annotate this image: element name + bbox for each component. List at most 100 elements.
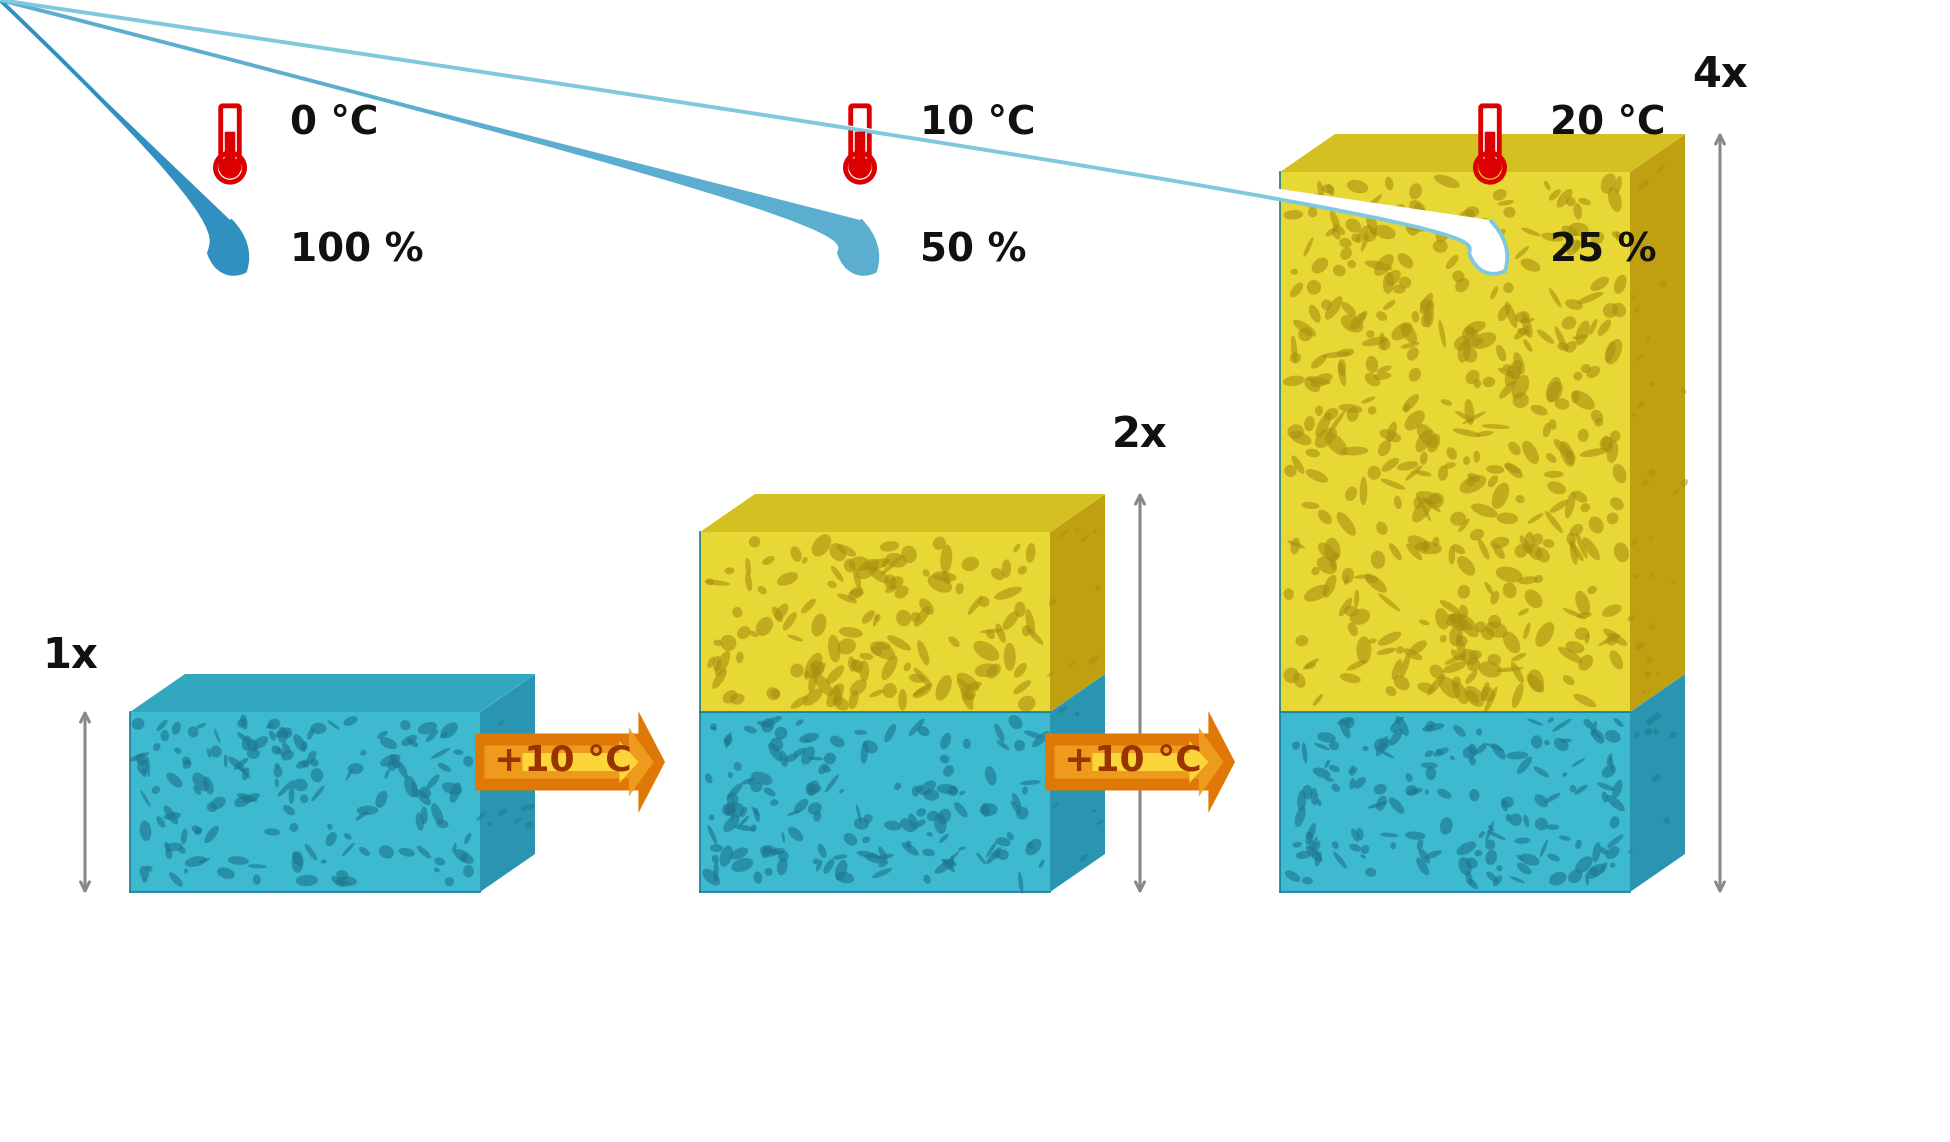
Ellipse shape <box>292 734 306 751</box>
Ellipse shape <box>856 558 879 579</box>
Ellipse shape <box>1439 677 1461 699</box>
Ellipse shape <box>181 828 187 844</box>
Ellipse shape <box>296 875 318 886</box>
Ellipse shape <box>1425 789 1429 795</box>
Ellipse shape <box>934 813 946 834</box>
Ellipse shape <box>1014 681 1032 694</box>
Ellipse shape <box>283 742 291 754</box>
Ellipse shape <box>1425 721 1435 731</box>
Ellipse shape <box>267 718 281 730</box>
Ellipse shape <box>1464 338 1484 347</box>
Ellipse shape <box>1433 748 1449 757</box>
Ellipse shape <box>901 818 916 833</box>
Ellipse shape <box>1462 456 1470 465</box>
Ellipse shape <box>1591 729 1605 743</box>
Ellipse shape <box>1599 635 1620 645</box>
Ellipse shape <box>1611 817 1620 828</box>
Ellipse shape <box>1519 853 1540 866</box>
Ellipse shape <box>343 716 357 726</box>
Ellipse shape <box>757 721 772 727</box>
Ellipse shape <box>1527 718 1542 725</box>
Ellipse shape <box>1316 412 1332 437</box>
Ellipse shape <box>848 691 858 709</box>
Ellipse shape <box>1468 789 1480 802</box>
Ellipse shape <box>1464 399 1474 425</box>
Ellipse shape <box>1566 532 1576 546</box>
Ellipse shape <box>1006 833 1014 841</box>
Ellipse shape <box>296 759 308 769</box>
Ellipse shape <box>1357 636 1371 664</box>
Ellipse shape <box>803 670 811 679</box>
Ellipse shape <box>443 782 462 795</box>
Ellipse shape <box>1420 452 1427 465</box>
Ellipse shape <box>404 775 417 797</box>
Ellipse shape <box>1490 228 1505 243</box>
Ellipse shape <box>1488 475 1498 488</box>
Ellipse shape <box>1390 322 1412 340</box>
Ellipse shape <box>1293 320 1316 337</box>
Ellipse shape <box>1607 440 1618 463</box>
Ellipse shape <box>1474 850 1482 856</box>
Ellipse shape <box>749 630 759 637</box>
Ellipse shape <box>1603 303 1618 317</box>
Ellipse shape <box>1305 662 1316 669</box>
Ellipse shape <box>794 748 805 757</box>
Ellipse shape <box>1388 797 1404 814</box>
FancyBboxPatch shape <box>220 106 240 170</box>
Ellipse shape <box>862 836 870 843</box>
Ellipse shape <box>1451 650 1462 661</box>
Ellipse shape <box>1482 682 1490 701</box>
Ellipse shape <box>1466 473 1480 482</box>
Ellipse shape <box>878 846 887 861</box>
Ellipse shape <box>975 664 998 677</box>
Ellipse shape <box>1566 198 1576 207</box>
Ellipse shape <box>1445 653 1466 665</box>
Ellipse shape <box>809 660 825 676</box>
Ellipse shape <box>1439 817 1453 835</box>
Ellipse shape <box>1517 609 1529 616</box>
Ellipse shape <box>788 827 803 842</box>
Ellipse shape <box>881 556 903 576</box>
Ellipse shape <box>1435 749 1443 755</box>
Ellipse shape <box>1494 875 1502 886</box>
Ellipse shape <box>1447 448 1457 460</box>
Ellipse shape <box>1457 613 1478 637</box>
Ellipse shape <box>768 742 782 762</box>
Ellipse shape <box>337 880 351 884</box>
Ellipse shape <box>254 875 261 885</box>
Ellipse shape <box>476 812 486 821</box>
Ellipse shape <box>275 778 279 788</box>
Ellipse shape <box>343 834 351 839</box>
Ellipse shape <box>981 803 991 817</box>
Ellipse shape <box>782 612 798 630</box>
Ellipse shape <box>805 738 809 742</box>
Ellipse shape <box>1542 423 1550 437</box>
Ellipse shape <box>860 660 870 682</box>
Ellipse shape <box>1367 466 1381 480</box>
Ellipse shape <box>300 795 308 803</box>
Ellipse shape <box>915 606 930 627</box>
Ellipse shape <box>1576 856 1593 874</box>
Ellipse shape <box>421 806 427 825</box>
Ellipse shape <box>885 586 897 593</box>
Ellipse shape <box>497 812 503 817</box>
Ellipse shape <box>1330 558 1338 570</box>
Ellipse shape <box>1548 288 1562 307</box>
Ellipse shape <box>1615 542 1628 562</box>
Ellipse shape <box>1053 802 1059 809</box>
Ellipse shape <box>1365 868 1377 877</box>
Ellipse shape <box>1476 621 1486 633</box>
Ellipse shape <box>1377 648 1396 656</box>
Ellipse shape <box>142 877 148 883</box>
Ellipse shape <box>1386 421 1396 443</box>
Ellipse shape <box>784 754 798 762</box>
Ellipse shape <box>766 687 780 700</box>
Ellipse shape <box>827 581 837 588</box>
Ellipse shape <box>1059 528 1069 538</box>
Ellipse shape <box>376 731 388 739</box>
Text: 20 °C: 20 °C <box>1550 103 1665 140</box>
Ellipse shape <box>913 668 932 687</box>
Ellipse shape <box>1375 255 1394 275</box>
Ellipse shape <box>203 777 214 795</box>
Ellipse shape <box>308 727 314 740</box>
